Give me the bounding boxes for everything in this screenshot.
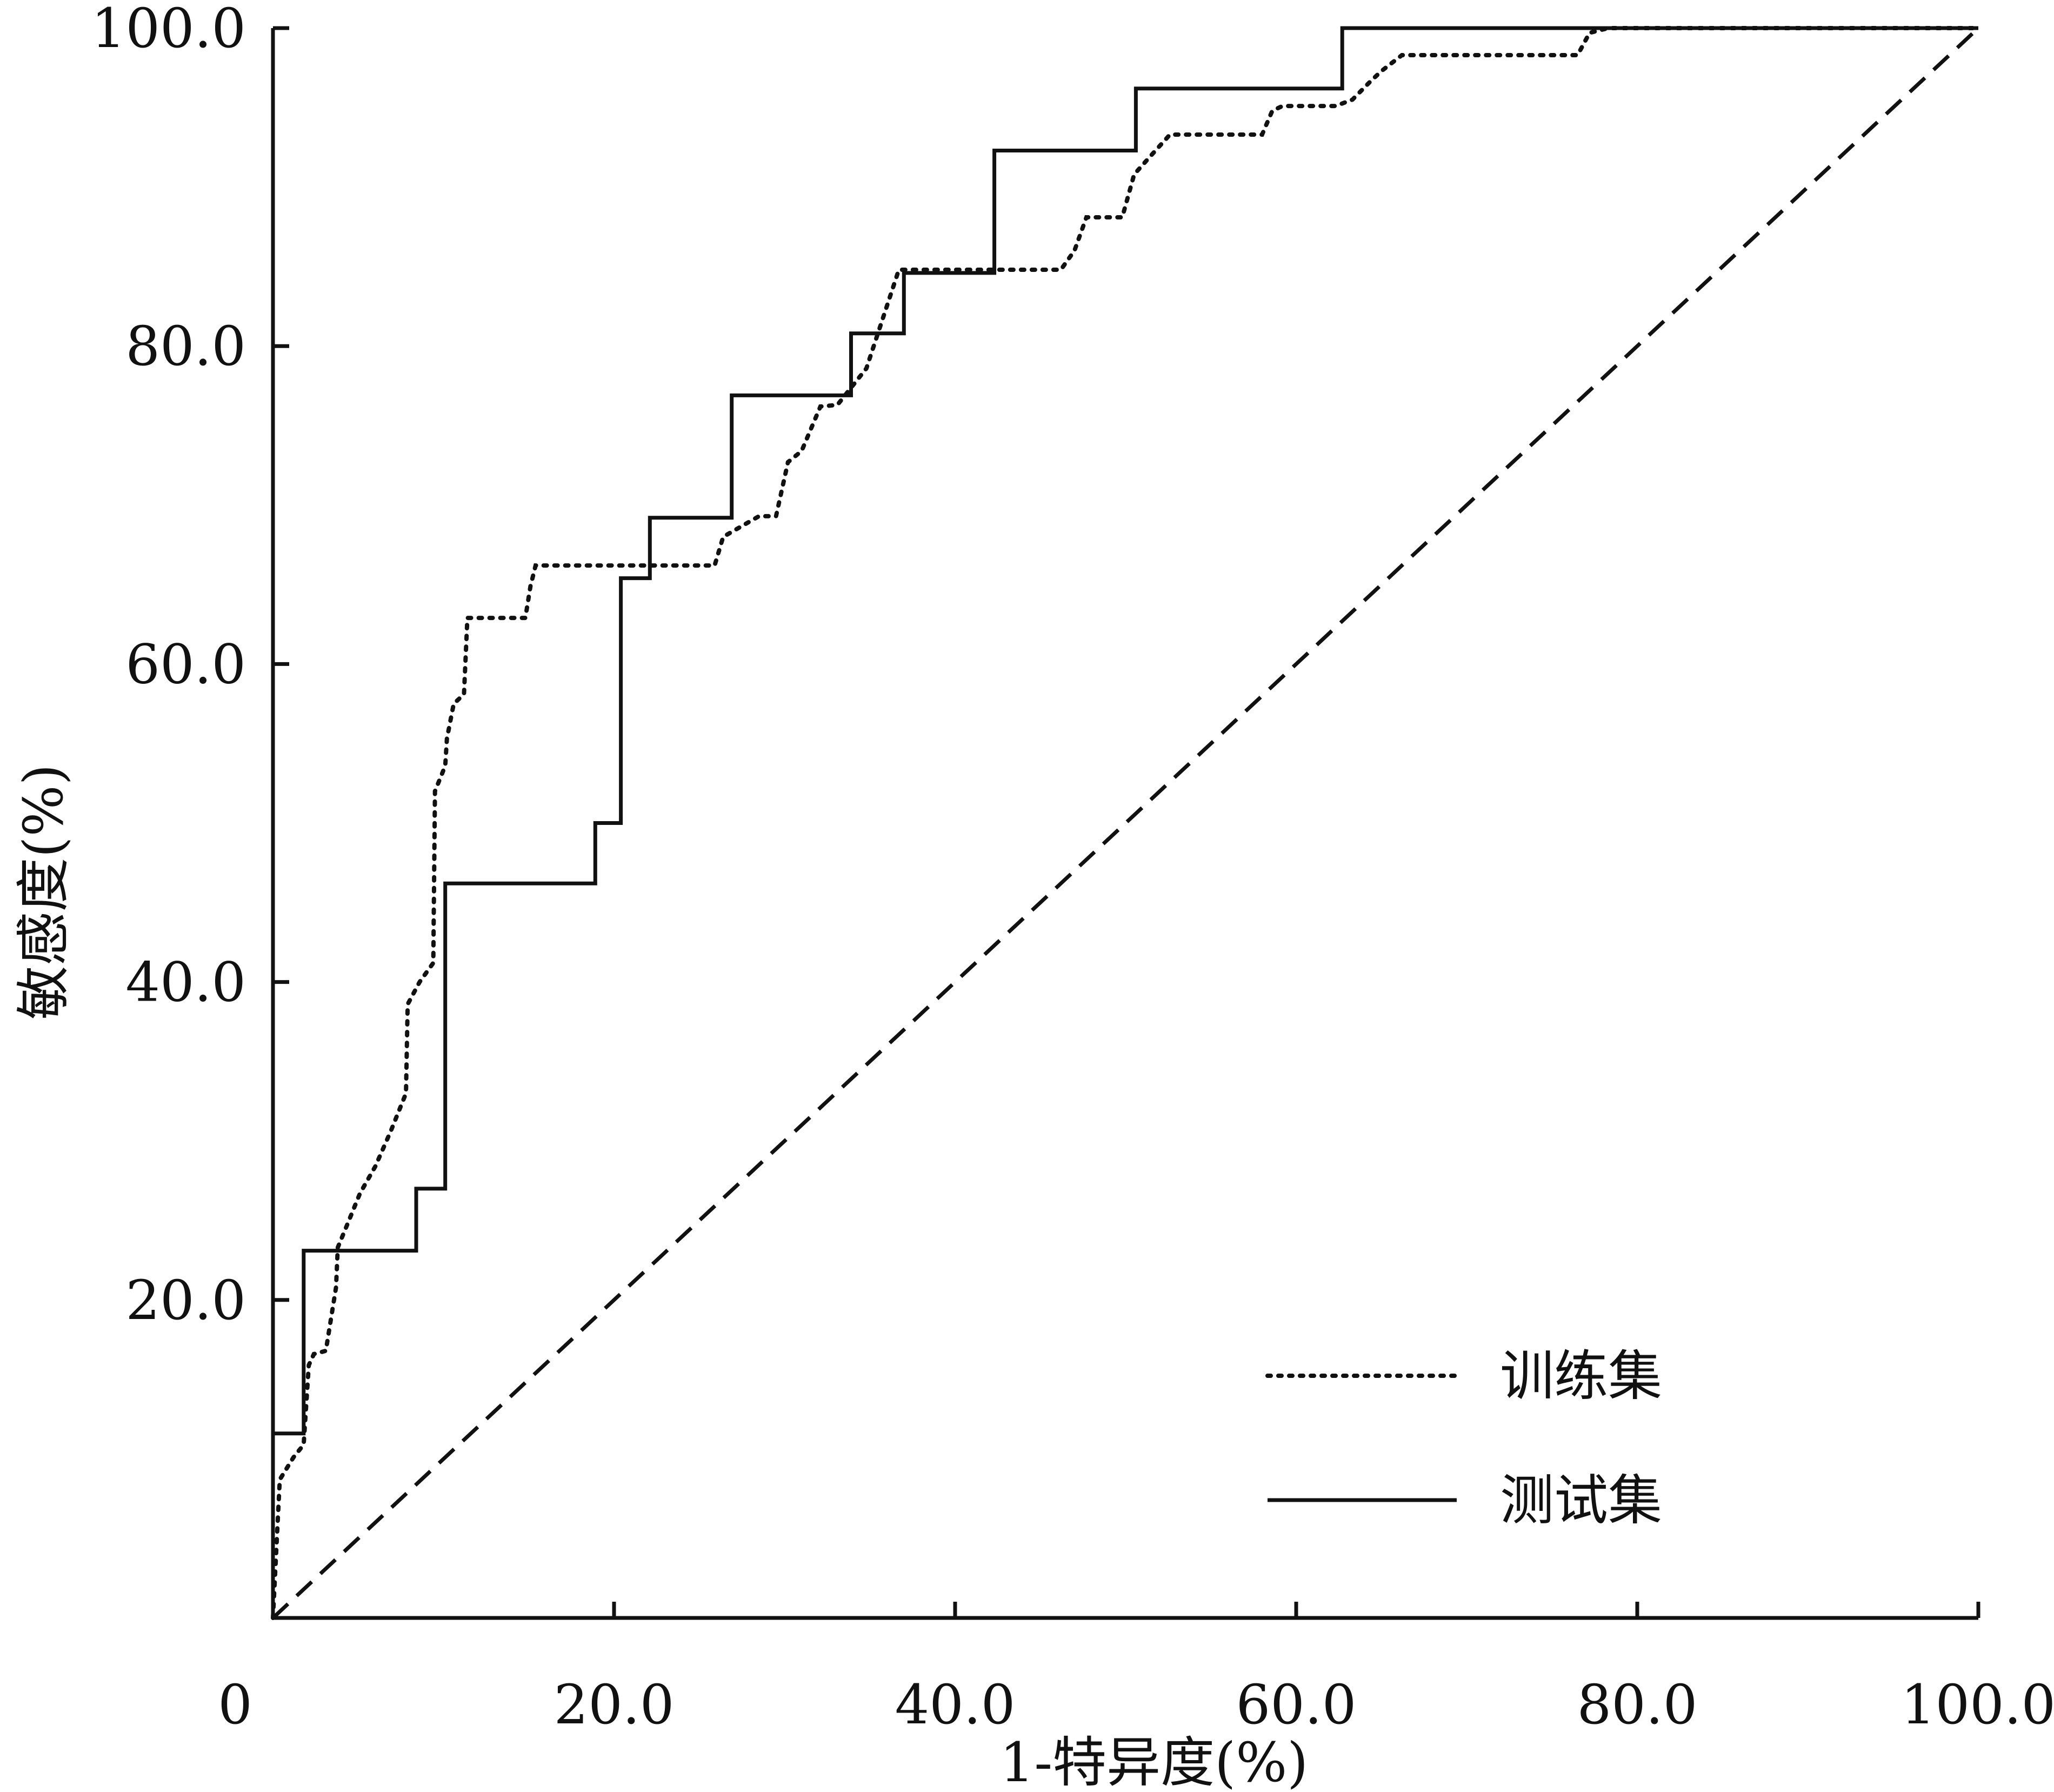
x-tick-label: 60.0 xyxy=(1236,1673,1357,1736)
y-axis-title: 敏感度(%) xyxy=(12,764,75,1020)
plot-lines xyxy=(271,26,1980,1620)
x-axis-title: 1-特异度(%) xyxy=(1000,1731,1308,1792)
legend-label-training: 训练集 xyxy=(1500,1344,1662,1408)
axes xyxy=(271,26,1980,1620)
series-line-test xyxy=(271,26,1978,1618)
x-tick-label: 40.0 xyxy=(895,1673,1016,1736)
legend-label-test: 测试集 xyxy=(1500,1469,1662,1532)
x-tick-label: 0 xyxy=(218,1673,252,1736)
y-tick-label: 80.0 xyxy=(125,315,246,378)
series-line-reference-diagonal xyxy=(271,26,1980,1620)
x-tick-label: 20.0 xyxy=(554,1673,675,1736)
y-tick-label: 20.0 xyxy=(125,1269,246,1332)
legend: 训练集 测试集 xyxy=(1265,1344,1662,1532)
y-tick-label: 60.0 xyxy=(125,632,246,696)
x-tick-label: 80.0 xyxy=(1577,1673,1698,1736)
tick-labels: 0 20.0 40.0 60.0 80.0 100.0 20.0 40.0 60.0 80.0 10… xyxy=(91,0,2054,1736)
series-line-training xyxy=(271,26,1980,1620)
y-tick-label: 100.0 xyxy=(91,0,246,60)
x-tick-label: 100.0 xyxy=(1901,1673,2054,1736)
y-tick-label: 40.0 xyxy=(125,951,246,1014)
